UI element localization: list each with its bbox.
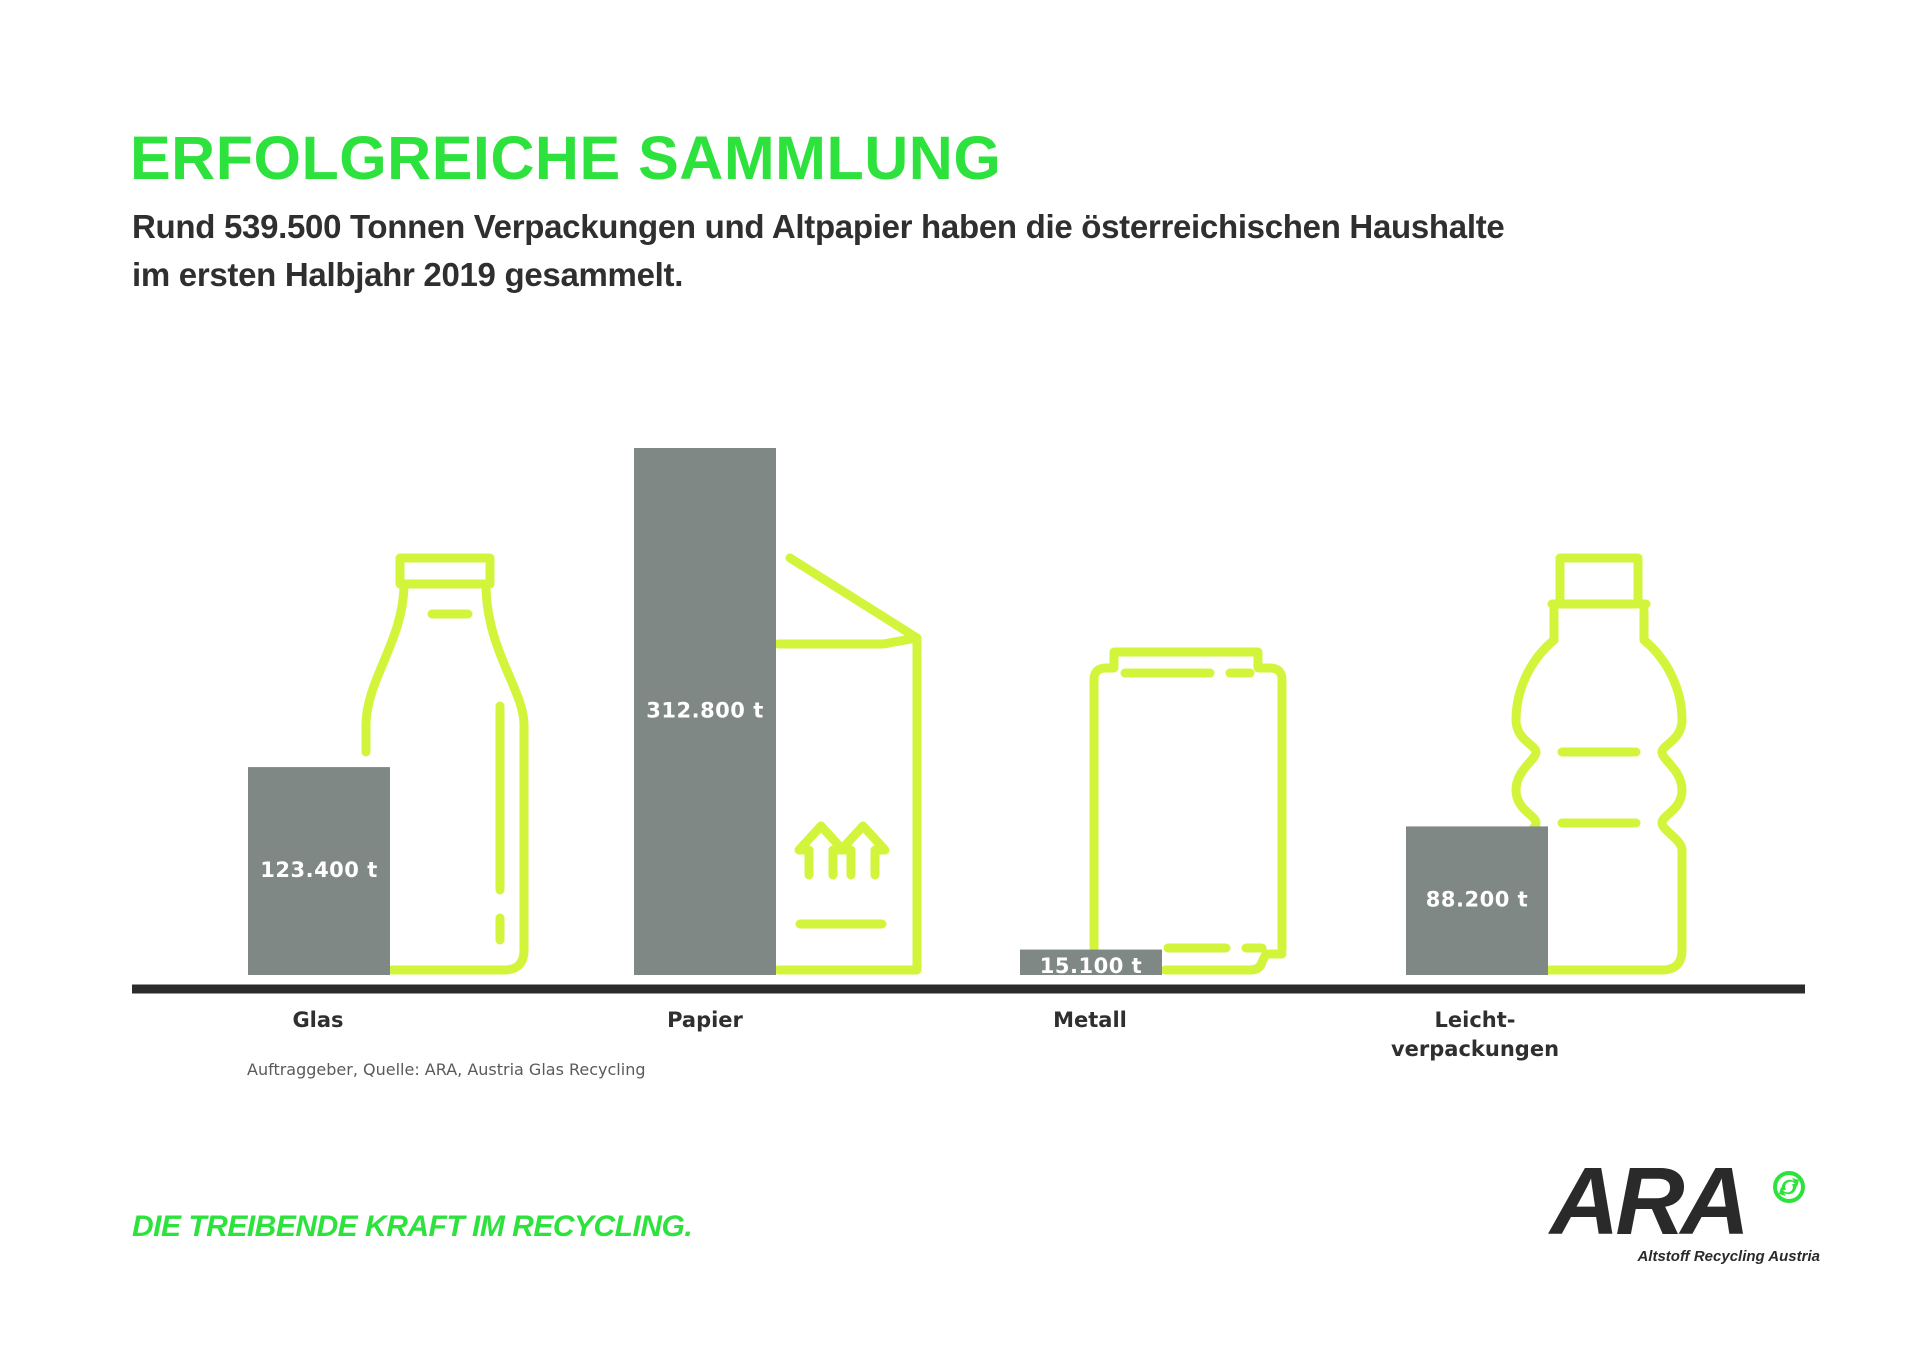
page-title: ERFOLGREICHE SAMMLUNG [130, 124, 1002, 192]
bar-0 [248, 767, 390, 975]
category-label-0: Glas [292, 1008, 344, 1032]
bar-value-label-2: 15.100 t [1040, 954, 1142, 978]
box-icon [773, 553, 922, 975]
page-subtitle: Rund 539.500 Tonnen Verpackungen und Alt… [132, 203, 1505, 299]
logo-subtitle: Altstoff Recycling Austria [1637, 1248, 1820, 1265]
tagline: DIE TREIBENDE KRAFT IM RECYCLING. [132, 1210, 693, 1243]
plastic-bottle-icon [1511, 553, 1687, 975]
chart-icons [361, 553, 1687, 975]
subtitle-line-2: im ersten Halbjahr 2019 gesammelt. [132, 256, 684, 293]
bottle-icon [361, 553, 529, 975]
bar-1 [634, 448, 776, 975]
bar-3 [1406, 826, 1548, 975]
recycling-icon [1773, 1171, 1805, 1203]
source-note: Auftraggeber, Quelle: ARA, Austria Glas … [247, 1060, 646, 1079]
can-icon [1089, 647, 1287, 975]
bar-2 [1020, 949, 1162, 975]
subtitle-line-1: Rund 539.500 Tonnen Verpackungen und Alt… [132, 208, 1505, 245]
bar-group: 123.400 t 312.800 t 15.100 t 88.200 t [248, 448, 1548, 978]
category-label-3: Leicht-verpackungen [1390, 1008, 1560, 1061]
bar-value-label-3: 88.200 t [1426, 888, 1528, 912]
ara-logo: ARA Altstoff Recycling Austria [1550, 1154, 1820, 1270]
logo-text: ARA [1550, 1148, 1750, 1255]
category-label-1: Papier [667, 1008, 743, 1032]
bar-value-label-0: 123.400 t [260, 858, 378, 882]
category-label-2: Metall [1053, 1008, 1127, 1032]
bar-value-label-1: 312.800 t [646, 699, 764, 723]
